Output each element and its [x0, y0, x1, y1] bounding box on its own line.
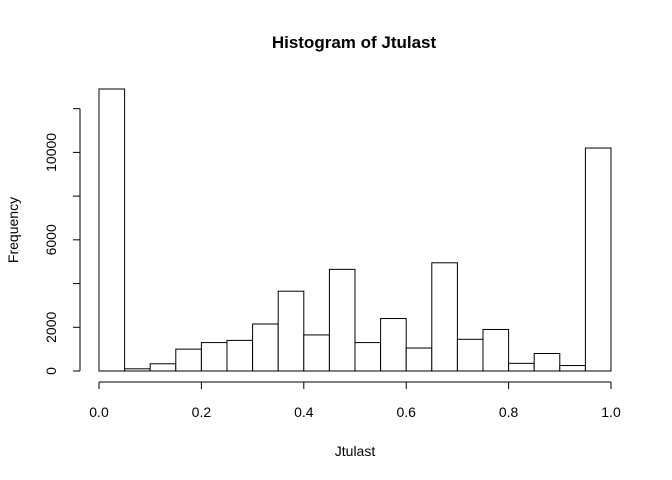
histogram-bar — [584, 147, 612, 372]
x-axis: 0.0 0.2 0.4 0.6 0.8 1.0 — [89, 381, 621, 420]
histogram-bar — [405, 347, 433, 372]
y-tick-label: 10000 — [43, 133, 59, 172]
y-tick-label: 6000 — [43, 224, 59, 255]
histogram-bar — [354, 342, 382, 372]
chart-title: Histogram of Jtulast — [272, 33, 437, 52]
histogram-bar — [175, 348, 202, 372]
x-axis-label: Jtulast — [335, 443, 376, 459]
x-tick-label: 0.0 — [89, 404, 109, 420]
histogram-bar — [226, 339, 254, 372]
histogram-bar — [482, 328, 510, 372]
bars-group — [98, 88, 612, 372]
histogram-bar — [124, 368, 151, 372]
y-axis: 0 2000 6000 10000 — [43, 108, 81, 375]
y-tick-label: 2000 — [43, 311, 59, 342]
x-tick-label: 0.4 — [294, 404, 314, 420]
histogram-bar — [508, 362, 535, 372]
histogram-bar — [456, 338, 484, 372]
histogram-bar — [277, 290, 305, 372]
histogram-bar — [252, 323, 279, 372]
histogram-bar — [533, 353, 561, 372]
y-axis-label: Frequency — [5, 197, 21, 263]
histogram-bar — [328, 268, 356, 372]
x-tick-label: 1.0 — [601, 404, 621, 420]
histogram-bar — [559, 365, 586, 372]
histogram-bar — [200, 342, 228, 372]
histogram-bar — [303, 334, 330, 372]
histogram-bar — [98, 88, 126, 372]
histogram-bar — [380, 318, 407, 372]
histogram-bar — [149, 363, 177, 372]
histogram-bar — [431, 262, 458, 372]
x-tick-label: 0.8 — [499, 404, 519, 420]
y-tick-label: 0 — [43, 367, 59, 375]
x-tick-label: 0.2 — [192, 404, 212, 420]
x-tick-label: 0.6 — [396, 404, 416, 420]
